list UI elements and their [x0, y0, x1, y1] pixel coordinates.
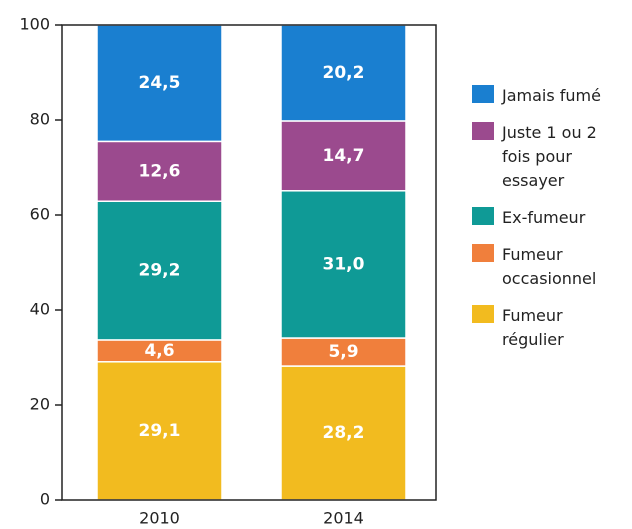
data-label: 12,6 [139, 161, 181, 181]
data-label: 28,2 [323, 423, 365, 443]
x-tick-label: 2010 [139, 509, 180, 528]
data-label: 4,6 [144, 341, 174, 361]
bar-segment [96, 200, 223, 341]
legend-swatch [472, 244, 494, 262]
bar-segment [280, 120, 407, 192]
bar-segment [280, 24, 407, 122]
bar-segment [280, 365, 407, 501]
bar-segment [96, 361, 223, 501]
bar-segment [96, 140, 223, 202]
legend-label: Juste 1 ou 2 fois pour essayer [502, 123, 597, 190]
legend-item: Juste 1 ou 2 fois pour essayer [472, 121, 632, 193]
legend: Jamais fumé Juste 1 ou 2 fois pour essaye… [472, 84, 632, 365]
legend-swatch [472, 207, 494, 225]
legend-label: Ex-fumeur [502, 208, 586, 227]
legend-label: Fumeur occasionnel [502, 245, 597, 288]
bar-segment [96, 24, 223, 143]
data-label: 31,0 [323, 254, 365, 274]
y-tick-label: 0 [40, 490, 50, 509]
legend-swatch [472, 122, 494, 140]
legend-item: Fumeur régulier [472, 304, 632, 352]
legend-item: Fumeur occasionnel [472, 243, 632, 291]
plot-frame [61, 24, 437, 501]
y-tick-label: 100 [19, 15, 50, 34]
y-tick-label: 60 [30, 205, 50, 224]
y-tick-label: 80 [30, 110, 50, 129]
legend-item: Ex-fumeur [472, 206, 632, 230]
legend-label: Jamais fumé [502, 86, 601, 105]
data-label: 29,2 [139, 261, 181, 281]
x-tick-label: 2014 [323, 509, 364, 528]
data-label: 5,9 [328, 342, 358, 362]
data-label: 20,2 [323, 63, 365, 83]
legend-swatch [472, 85, 494, 103]
legend-label: Fumeur régulier [502, 306, 564, 349]
bar-segment [280, 190, 407, 339]
legend-swatch [472, 305, 494, 323]
data-label: 24,5 [139, 73, 181, 93]
data-label: 29,1 [139, 421, 181, 441]
legend-item: Jamais fumé [472, 84, 632, 108]
y-tick-label: 20 [30, 395, 50, 414]
data-label: 14,7 [323, 146, 365, 166]
bar-segment [280, 337, 407, 367]
y-tick-label: 40 [30, 300, 50, 319]
